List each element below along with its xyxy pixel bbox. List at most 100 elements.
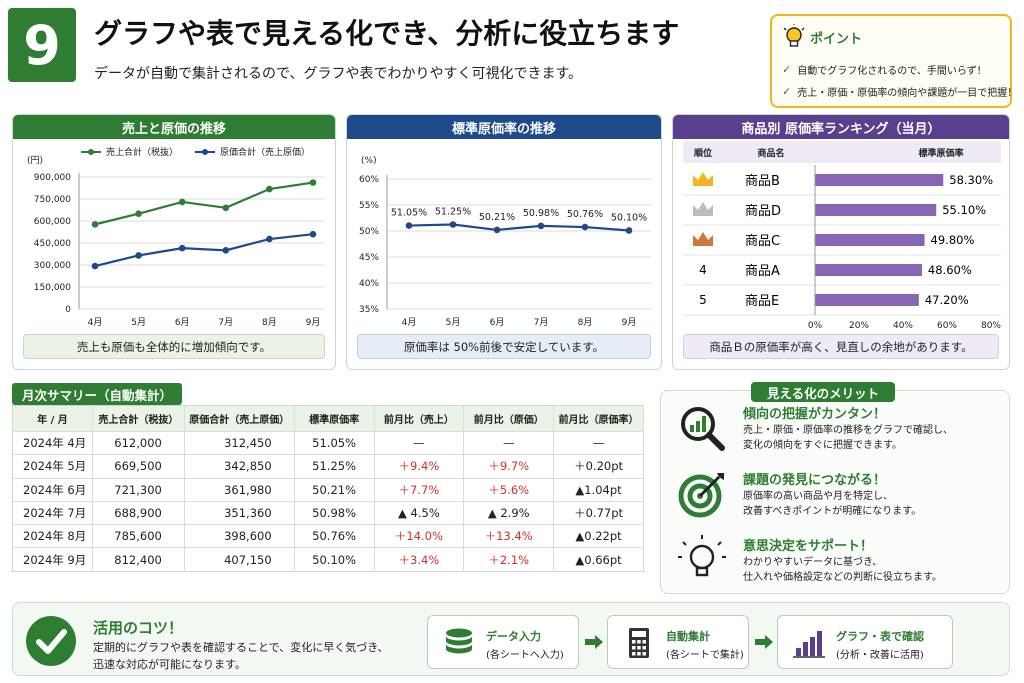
data-point [405, 222, 413, 229]
x-tick-label: 80% [981, 321, 1001, 331]
merit-item: 意思決定をサポート！ わかりやすいデータに基づき、 仕入れや価格設定などの判断に役… [673, 535, 1003, 593]
crown-icon [693, 202, 713, 216]
x-tick-label: 7月 [218, 317, 233, 328]
data-point [91, 221, 99, 228]
y-tick-label: 600,000 [34, 217, 71, 227]
data-point [266, 185, 273, 193]
database-icon [446, 628, 472, 654]
table-cell: ＋0.20pt [553, 454, 644, 479]
ranking-panel: 商品別 原価率ランキング（当月） 順位 商品名 標準原価率 商品B 58.30% 商品D 5… [672, 114, 1010, 370]
y-tick-label: 55% [359, 201, 379, 211]
summary-col-header: 原価合計（売上原価） [184, 405, 295, 432]
legend-marker [202, 149, 208, 155]
step-title: データ入力 [486, 630, 541, 643]
series-line [94, 233, 314, 268]
table-cell: 2024年 4月 [12, 430, 93, 455]
x-tick-label: 8月 [578, 317, 593, 328]
table-cell: 721,300 [92, 477, 185, 502]
arrow-right-icon [755, 635, 773, 649]
merit-item: 傾向の把握がカンタン！ 売上・原価・原価率の推移をグラフで確認し、 変化の傾向をす… [673, 403, 1003, 461]
y-tick-label: 150,000 [34, 283, 71, 293]
table-row: 2024年 9月 812,400 407,150 50.10% ＋3.4% ＋2.1% ▲0… [12, 547, 644, 572]
table-cell: ▲1.04pt [553, 477, 644, 502]
table-cell: 407,150 [184, 547, 295, 572]
chart-magnifier-icon [681, 407, 725, 451]
target-icon [678, 473, 724, 518]
x-tick-label: 60% [937, 321, 957, 331]
table-cell: ＋9.4% [374, 454, 465, 479]
merit-desc: 原価率の高い商品や月を特定し、 改善すべきポイントが明確になります。 [743, 491, 922, 517]
product-name: 商品B [745, 174, 780, 189]
data-point [309, 179, 317, 186]
table-cell: 51.25% [294, 454, 375, 479]
table-cell: ▲0.66pt [553, 547, 644, 572]
table-cell: ＋5.6% [463, 477, 555, 502]
arrow-right-icon [585, 635, 603, 649]
step-auto-aggregate: 自動集計 (各シートで集計) [607, 615, 749, 669]
summary-col-header: 前月比（売上） [374, 405, 465, 432]
data-point [449, 221, 457, 228]
x-tick-label: 9月 [306, 317, 321, 328]
product-name: 商品A [745, 264, 780, 279]
table-row: 2024年 8月 785,600 398,600 50.76% ＋14.0% ＋13.4%… [12, 524, 644, 548]
table-cell: 398,600 [184, 524, 295, 548]
table-cell: 342,850 [184, 454, 295, 479]
sales-cost-chart: (円) 0 150,000 300,000 450,000 600,000 750,000 9… [27, 146, 325, 328]
table-cell: 50.10% [294, 547, 375, 572]
point-item-text: 売上・原価・原価率の傾向や課題が一目で把握！ [797, 88, 1018, 99]
y-tick-label: 300,000 [34, 261, 71, 271]
tips-desc: 定期的にグラフや表を確認することで、変化に早く気づき、 迅速な対応が可能になります… [93, 641, 389, 671]
col-header-name: 商品名 [757, 147, 784, 159]
table-cell: 361,980 [184, 477, 295, 502]
data-label: 50.21% [479, 212, 515, 223]
table-cell: 2024年 7月 [12, 500, 93, 525]
merit-item: 課題の発見につながる！ 原価率の高い商品や月を特定し、 改善すべきポイントが明確に… [673, 469, 1003, 527]
bar-chart-icon [793, 631, 825, 658]
bar [815, 294, 919, 306]
rank-number: 5 [699, 293, 707, 307]
ranking-note: 商品Ｂの原価率が高く、見直しの余地があります。 [683, 334, 999, 359]
merit-desc: 売上・原価・原価率の推移をグラフで確認し、 変化の傾向をすぐに把握できます。 [743, 425, 953, 451]
data-label: 51.05% [391, 208, 427, 219]
x-tick-label: 40% [893, 321, 913, 331]
point-item: ✓ 自動でグラフ化されるので、手間いらず！ [782, 62, 987, 77]
table-cell: 51.05% [294, 430, 375, 455]
step-title: 自動集計 [666, 630, 710, 643]
section-number-badge: 9 [8, 8, 76, 82]
table-cell: 312,450 [184, 430, 295, 455]
rate-panel: 標準原価率の推移 (%) 35% 40% 45% 50% 55% 60% 4月 5月 6月 7月 8月… [346, 114, 662, 370]
summary-col-header: 売上合計（税抜） [92, 405, 185, 432]
point-item-text: 自動でグラフ化されるので、手間いらず！ [797, 66, 987, 77]
tips-title: 活用のコツ！ [93, 619, 184, 637]
data-point [309, 230, 317, 238]
y-tick-label: 60% [359, 175, 379, 185]
data-point [581, 223, 589, 231]
table-cell: 688,900 [92, 500, 185, 525]
point-box: ポイント ✓ 自動でグラフ化されるので、手間いらず！ ✓ 売上・原価・原価率の傾… [770, 14, 1017, 108]
merit-title: 意思決定をサポート！ [743, 539, 874, 554]
data-point [135, 252, 142, 259]
table-cell: ＋13.4% [463, 524, 555, 548]
summary-col-header: 前月比（原価率） [553, 405, 644, 432]
table-cell: 50.76% [294, 524, 375, 548]
x-tick-label: 6月 [490, 317, 505, 328]
merit-desc: わかりやすいデータに基づき、 仕入れや価格設定などの判断に役立ちます。 [743, 557, 942, 583]
calculator-icon [629, 628, 649, 658]
x-tick-label: 5月 [446, 317, 461, 328]
legend-marker [88, 149, 94, 155]
bar-value-label: 48.60% [928, 263, 972, 277]
data-point [178, 244, 186, 252]
y-tick-label: 45% [359, 253, 379, 263]
merit-title: 傾向の把握がカンタン！ [743, 407, 887, 422]
bar [815, 174, 944, 186]
col-header-rank: 順位 [693, 147, 712, 159]
bar [815, 204, 937, 216]
legend-label: 原価合計（売上原価） [220, 146, 310, 158]
data-label: 50.10% [611, 212, 647, 223]
table-cell: ＋14.0% [374, 524, 465, 548]
y-axis-label: (円) [27, 155, 43, 166]
summary-col-header: 年 / 月 [12, 405, 93, 432]
bar-value-label: 47.20% [925, 293, 969, 307]
check-icon: ✓ [782, 63, 792, 76]
